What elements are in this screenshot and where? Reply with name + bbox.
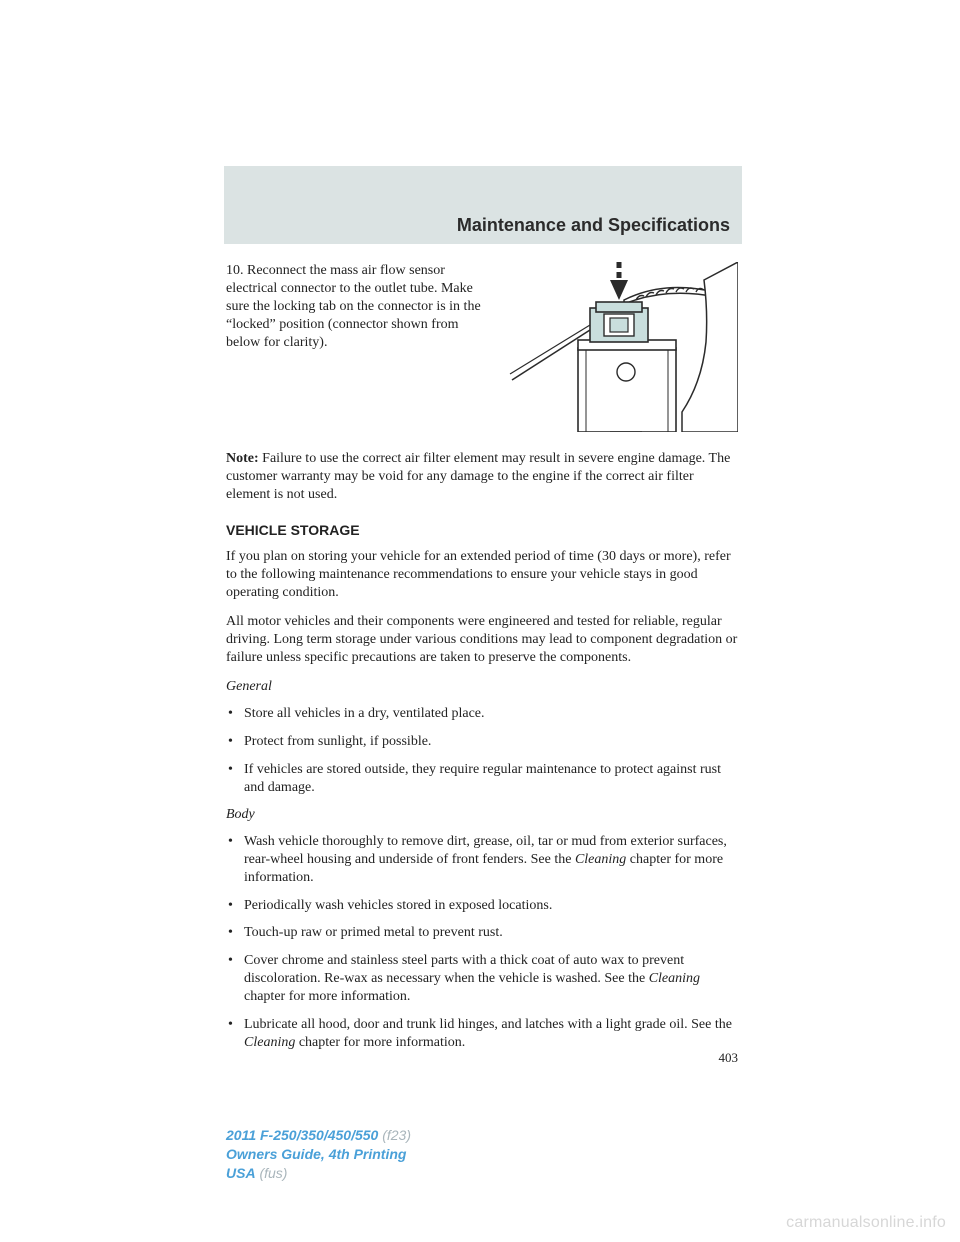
step-10-row: 10. Reconnect the mass air flow sensor e… xyxy=(226,262,738,432)
list-item: Lubricate all hood, door and trunk lid h… xyxy=(226,1016,738,1052)
content-area: 10. Reconnect the mass air flow sensor e… xyxy=(226,262,738,1062)
list-item: Protect from sunlight, if possible. xyxy=(226,733,738,751)
page-number: 403 xyxy=(226,1050,738,1066)
storage-para-2: All motor vehicles and their components … xyxy=(226,613,738,667)
footer-line-1: 2011 F-250/350/450/550 (f23) xyxy=(226,1126,411,1145)
body-subhead: Body xyxy=(226,807,738,823)
general-subhead: General xyxy=(226,679,738,695)
list-item: Periodically wash vehicles stored in exp… xyxy=(226,897,738,915)
note-text: Failure to use the correct air filter el… xyxy=(226,451,730,502)
body-list: Wash vehicle thoroughly to remove dirt, … xyxy=(226,833,738,1052)
watermark-text: carmanualsonline.info xyxy=(786,1214,946,1232)
list-item: Cover chrome and stainless steel parts w… xyxy=(226,952,738,1006)
connector-diagram xyxy=(506,262,738,432)
section-header: Maintenance and Specifications xyxy=(457,215,730,236)
storage-para-1: If you plan on storing your vehicle for … xyxy=(226,548,738,602)
note-paragraph: Note: Failure to use the correct air fil… xyxy=(226,450,738,504)
step-10-text: 10. Reconnect the mass air flow sensor e… xyxy=(226,262,488,432)
list-item: If vehicles are stored outside, they req… xyxy=(226,761,738,797)
list-item: Wash vehicle thoroughly to remove dirt, … xyxy=(226,833,738,887)
footer-line-2: Owners Guide, 4th Printing xyxy=(226,1145,411,1164)
header-block: Maintenance and Specifications xyxy=(224,166,742,244)
footer-block: 2011 F-250/350/450/550 (f23) Owners Guid… xyxy=(226,1126,411,1183)
note-label: Note: xyxy=(226,451,259,466)
vehicle-storage-heading: VEHICLE STORAGE xyxy=(226,522,738,538)
footer-line-3: USA (fus) xyxy=(226,1164,411,1183)
list-item: Touch-up raw or primed metal to prevent … xyxy=(226,924,738,942)
page: Maintenance and Specifications 10. Recon… xyxy=(0,0,960,1242)
general-list: Store all vehicles in a dry, ventilated … xyxy=(226,705,738,797)
list-item: Store all vehicles in a dry, ventilated … xyxy=(226,705,738,723)
